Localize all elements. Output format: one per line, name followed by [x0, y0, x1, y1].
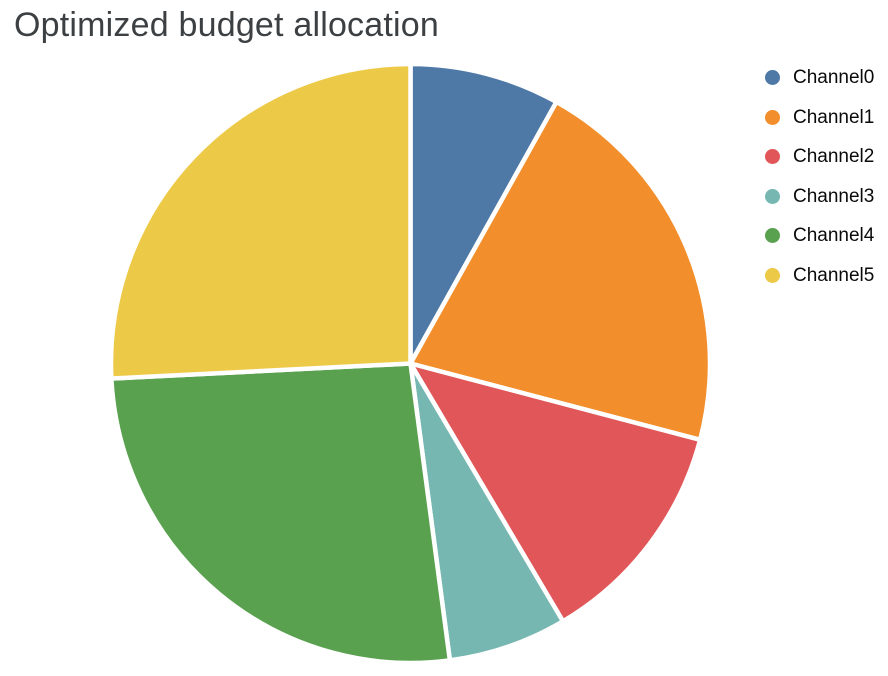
legend-label-channel4: Channel4: [793, 225, 875, 246]
pie-slice-channel4: [109, 361, 453, 666]
legend-item-channel5: Channel5: [765, 260, 874, 291]
legend-item-channel3: Channel3: [765, 181, 874, 212]
pie-slice-channel5: [108, 61, 413, 381]
legend-item-channel4: Channel4: [765, 220, 874, 251]
pie-slice-channel2: [408, 361, 703, 624]
legend-swatch-channel5: [765, 267, 780, 283]
legend-label-channel3: Channel3: [793, 185, 875, 207]
legend-swatch-channel1: [765, 109, 780, 125]
legend-swatch-channel3: [765, 188, 780, 204]
legend-swatch-channel2: [765, 149, 780, 164]
legend-item-channel0: Channel0: [765, 62, 874, 93]
legend-label-channel0: Channel0: [793, 67, 875, 88]
legend-label-channel2: Channel2: [793, 146, 875, 167]
chart-title: Optimized budget allocation: [14, 6, 439, 44]
legend-label-channel5: Channel5: [793, 264, 875, 286]
pie-slice-channel3: [408, 361, 566, 663]
pie-slice-channel1: [408, 99, 713, 443]
legend-swatch-channel4: [765, 228, 780, 243]
legend-item-channel1: Channel1: [765, 102, 874, 133]
pie-slice-channel0: [408, 61, 559, 366]
legend-item-channel2: Channel2: [765, 141, 874, 172]
legend-label-channel1: Channel1: [793, 106, 875, 128]
legend-swatch-channel0: [765, 70, 780, 85]
legend: Channel0 Channel1 Channel2 Channel3 Chan…: [765, 62, 874, 291]
